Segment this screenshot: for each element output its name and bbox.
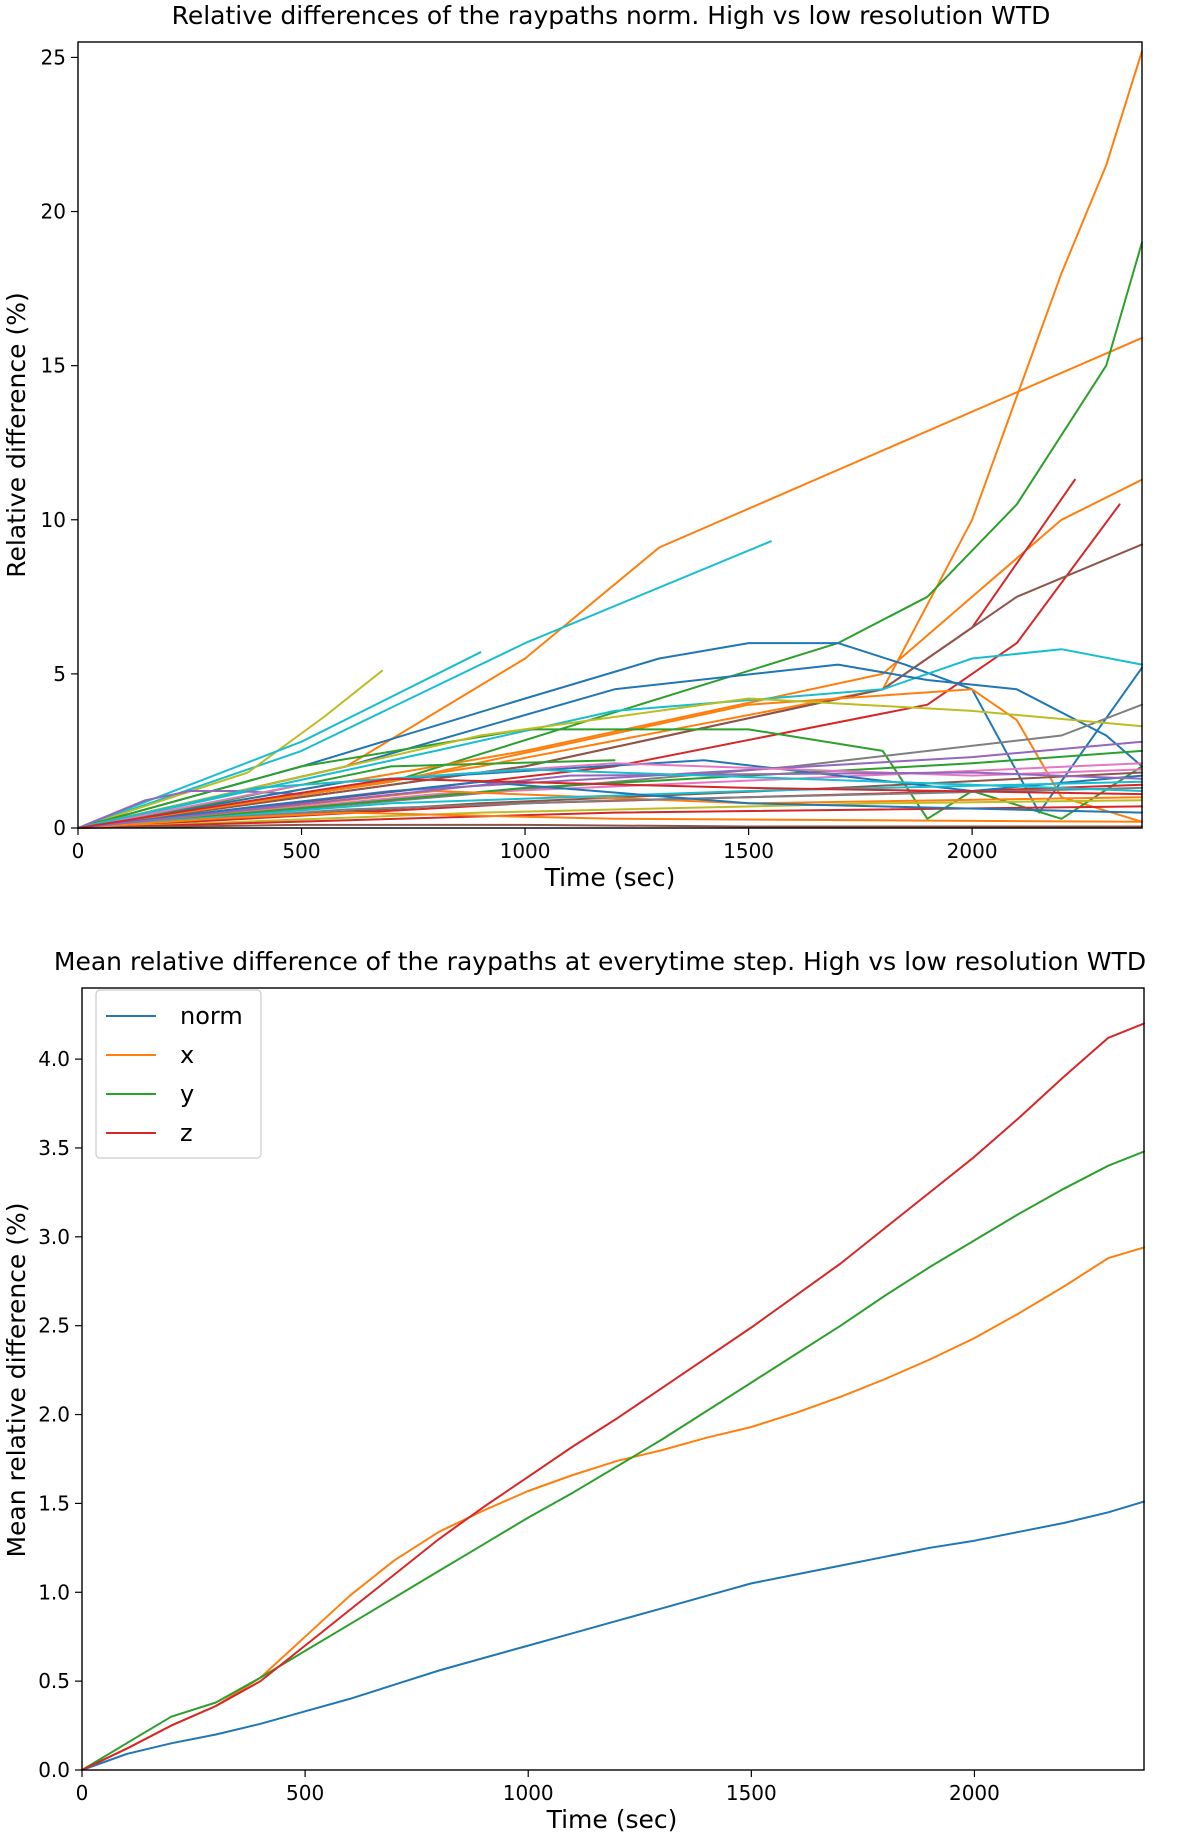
chart2-y-tick-label: 1.5: [38, 1491, 70, 1515]
chart2-x-tick-label: 500: [286, 1781, 324, 1805]
chart1-series-line-10: [77, 642, 1143, 829]
chart2-x-tick-label: 1500: [726, 1781, 777, 1805]
chart1-series-line-20: [77, 749, 1143, 829]
chart1-series-line-17: [77, 790, 303, 829]
chart1-y-tick-label: 5: [53, 662, 66, 686]
chart2-x-tick-label: 0: [76, 1781, 89, 1805]
chart1-x-axis-label: Time (sec): [544, 863, 676, 892]
chart2-y-axis-label: Mean relative difference (%): [2, 1202, 31, 1557]
legend-label-z: z: [180, 1119, 193, 1147]
chart1-y-tick-label: 20: [41, 200, 66, 224]
chart1-x-tick-label: 1000: [500, 839, 551, 863]
chart1-series-line-11: [77, 648, 1143, 829]
chart2-series-group: [81, 1022, 1145, 1771]
legend-label-norm: norm: [180, 1002, 243, 1030]
chart1-series-line-1: [77, 540, 772, 829]
chart2-series-line-y: [81, 1150, 1145, 1771]
chart-mean-relative-difference: Mean relative difference of the raypaths…: [2, 947, 1146, 1834]
chart1-series-line-27: [77, 799, 1143, 829]
chart-relative-differences: Relative differences of the raypaths nor…: [2, 1, 1143, 892]
chart1-y-axis-label: Relative difference (%): [2, 292, 31, 577]
chart1-series-group: [77, 50, 1143, 829]
legend-label-y: y: [180, 1080, 194, 1108]
chart2-y-tick-label: 2.0: [38, 1403, 70, 1427]
chart2-x-axis-label: Time (sec): [546, 1805, 678, 1834]
chart1-series-line-0: [77, 336, 1143, 829]
chart1-series-line-12: [77, 663, 1143, 829]
chart1-y-tick-label: 25: [41, 45, 66, 69]
chart1-series-line-33: [77, 811, 1143, 829]
chart1-series-line-36: [77, 777, 1143, 829]
chart2-y-tick-label: 4.0: [38, 1047, 70, 1071]
chart2-x-tick-label: 2000: [949, 1781, 1000, 1805]
chart1-series-line-34: [77, 771, 1143, 829]
chart2-series-line-norm: [81, 1500, 1145, 1771]
chart1-series-line-25: [77, 780, 1143, 829]
chart1-series-line-29: [77, 823, 1143, 829]
chart1-series-line-2: [77, 669, 383, 829]
chart1-series-line-32: [77, 762, 1143, 829]
chart2-series-line-z: [81, 1022, 1145, 1771]
chart1-series-line-35: [77, 768, 1143, 829]
chart1-x-tick-label: 0: [72, 839, 85, 863]
chart1-y-tick-label: 15: [41, 354, 66, 378]
chart2-y-tick-label: 3.0: [38, 1225, 70, 1249]
chart1-x-tick-label: 500: [282, 839, 320, 863]
chart2-y-tick-label: 2.5: [38, 1314, 70, 1338]
legend-label-x: x: [180, 1041, 194, 1069]
legend-frame: [95, 989, 262, 1159]
chart1-title: Relative differences of the raypaths nor…: [172, 1, 1051, 30]
chart2-legend: norm xyz: [95, 989, 262, 1159]
chart1-series-line-5: [77, 241, 1143, 829]
chart2-axes-frame: [81, 987, 1145, 1771]
chart2-y-tick-label: 3.5: [38, 1136, 70, 1160]
chart2-y-tick-label: 0.5: [38, 1669, 70, 1693]
chart1-y-tick-label: 10: [41, 508, 66, 532]
chart1-x-tick-label: 2000: [947, 839, 998, 863]
chart1-axes-frame: [77, 41, 1143, 829]
chart2-title: Mean relative difference of the raypaths…: [54, 947, 1146, 976]
chart2-y-tick-label: 1.0: [38, 1580, 70, 1604]
chart2-y-tick-label: 0.0: [38, 1758, 70, 1782]
chart2-x-tick-label: 1000: [503, 1781, 554, 1805]
chart1-y-tick-label: 0: [53, 816, 66, 840]
chart1-series-line-13: [77, 688, 1143, 829]
chart1-x-tick-label: 1500: [723, 839, 774, 863]
chart1-series-line-4: [77, 50, 1143, 829]
chart1-series-line-16: [77, 697, 1143, 829]
